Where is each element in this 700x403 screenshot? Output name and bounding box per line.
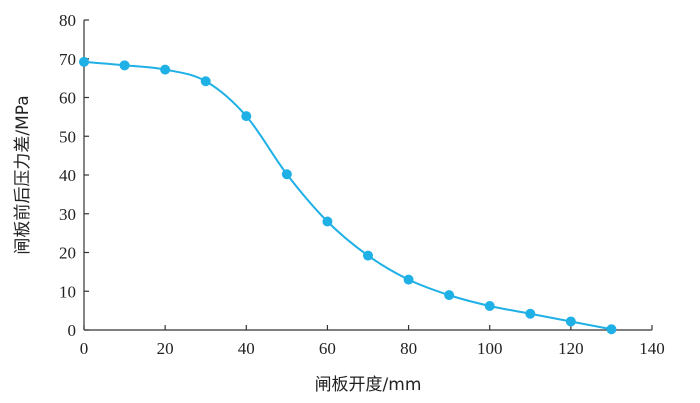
x-tick-label: 140 <box>639 339 665 358</box>
data-point <box>484 300 495 311</box>
data-point <box>160 64 171 75</box>
x-tick-label: 20 <box>157 339 174 358</box>
data-point <box>119 60 130 71</box>
y-tick-label: 50 <box>59 127 76 146</box>
y-ticks: 0 10 20 30 40 50 60 70 80 <box>59 11 89 340</box>
x-tick-label: 40 <box>238 339 255 358</box>
data-point <box>565 316 576 327</box>
plot-area <box>79 56 617 335</box>
data-point <box>200 76 211 87</box>
data-point <box>525 308 536 319</box>
data-point <box>363 250 373 261</box>
data-point <box>606 324 617 335</box>
x-ticks: 0 20 40 60 80 100 120 140 <box>80 325 665 358</box>
data-point <box>79 56 89 67</box>
data-point <box>281 169 292 180</box>
data-point <box>403 274 414 285</box>
data-point <box>322 216 333 227</box>
y-axis-title: 闸板前后压力差/MPa <box>13 95 33 254</box>
x-tick-label: 60 <box>319 339 336 358</box>
series-line <box>83 60 612 331</box>
x-tick-label: 100 <box>477 339 503 358</box>
y-tick-label: 30 <box>59 205 76 224</box>
y-tick-label: 0 <box>68 321 77 340</box>
axes: 0 10 20 30 40 50 60 70 80 0 20 40 60 80 100 120 140 <box>59 11 665 358</box>
x-tick-label: 0 <box>80 339 89 358</box>
y-tick-label: 70 <box>59 50 76 69</box>
data-point <box>444 290 455 301</box>
y-tick-label: 60 <box>59 89 76 108</box>
y-tick-label: 80 <box>59 11 76 30</box>
y-tick-label: 20 <box>59 244 76 263</box>
y-tick-label: 40 <box>59 166 76 185</box>
x-tick-label: 80 <box>400 339 417 358</box>
x-axis-title: 闸板开度/mm <box>315 375 422 395</box>
data-point <box>241 111 252 122</box>
x-tick-label: 120 <box>558 339 584 358</box>
y-tick-label: 10 <box>59 282 76 301</box>
